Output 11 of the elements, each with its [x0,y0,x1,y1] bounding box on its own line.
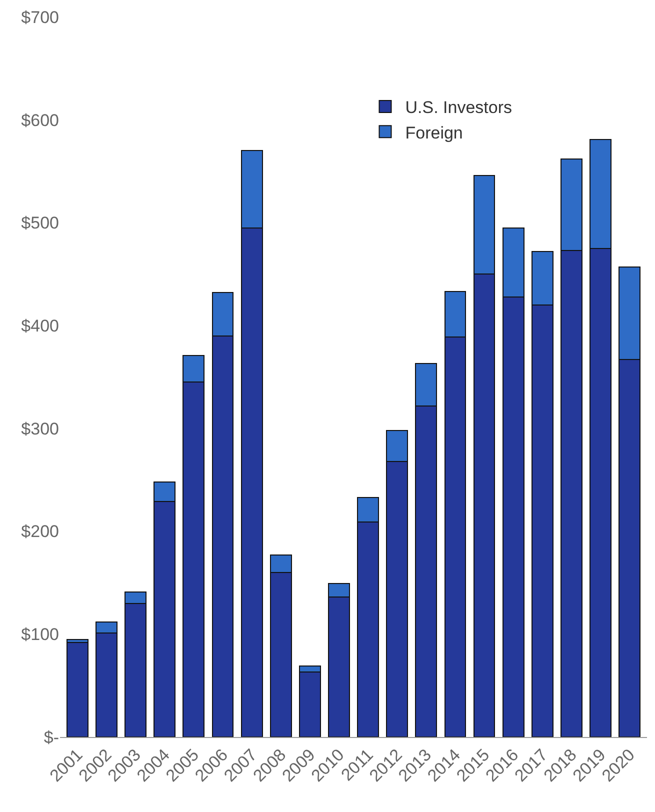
bar [66,642,88,737]
y-tick-label: $- [44,728,59,747]
legend-label: Foreign [405,123,463,142]
y-tick-label: $600 [21,110,59,130]
y-tick-label: $400 [21,316,59,336]
y-tick-label: $200 [21,522,59,542]
y-tick-label: $300 [21,419,59,438]
y-tick-label: $500 [21,214,59,233]
legend-label: U.S. Investors [405,98,512,118]
y-tick-label: $100 [21,625,59,644]
y-tick-label: $700 [21,8,59,27]
